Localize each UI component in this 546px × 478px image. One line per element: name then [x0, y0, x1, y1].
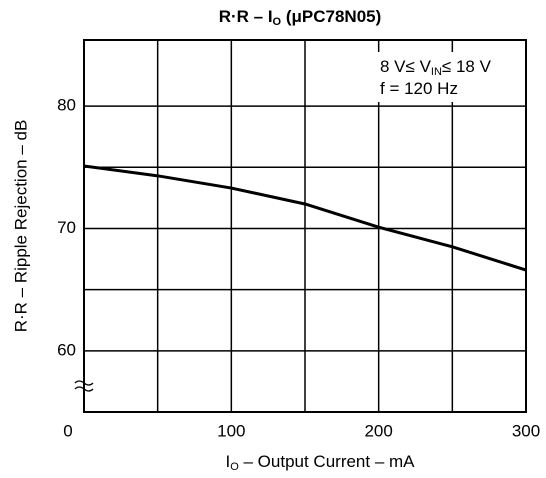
annotation-part: f = 120 Hz — [380, 79, 458, 98]
annotation-box — [372, 52, 524, 102]
x-axis-label-part: O — [230, 461, 239, 473]
x-tick-label: 200 — [364, 421, 392, 440]
y-tick-label: 70 — [57, 218, 76, 237]
data-line — [83, 164, 527, 272]
x-axis-label-part: – Output Current – mA — [239, 452, 415, 471]
x-tick-label: 0 — [63, 421, 72, 440]
annotation-part: IN — [431, 66, 442, 78]
annotation-part: 8 V≤ V — [380, 57, 432, 76]
axis-break — [74, 380, 94, 392]
y-tick-label: 80 — [57, 96, 76, 115]
chart-title-part: (μPC78N05) — [281, 7, 381, 26]
chart-title: R·R – IO (μPC78N05) — [219, 7, 382, 27]
annotation: f = 120 Hz — [380, 79, 458, 98]
chart-title-part: O — [273, 16, 282, 28]
x-axis-label: IO – Output Current – mA — [225, 452, 415, 472]
y-axis-label: R·R – Ripple Rejection – dB — [11, 120, 30, 333]
x-tick-label: 300 — [512, 421, 540, 440]
y-tick-label: 60 — [57, 340, 76, 359]
x-tick-label: 100 — [217, 421, 245, 440]
x-axis-label-part: I — [225, 452, 230, 471]
annotation: 8 V≤ VIN≤ 18 V — [380, 57, 492, 77]
chart-title-part: R·R – I — [219, 7, 273, 26]
annotation-part: ≤ 18 V — [442, 57, 492, 76]
plot-frame — [83, 39, 527, 413]
